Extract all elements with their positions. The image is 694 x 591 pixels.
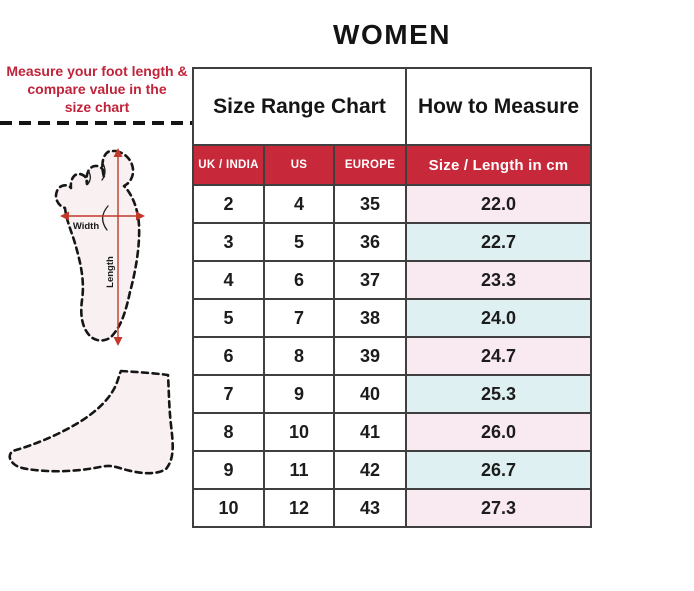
size-cell: 4 bbox=[263, 184, 335, 224]
foot-side-icon bbox=[8, 369, 174, 475]
table-row: 6 8 39 24.7 bbox=[192, 336, 592, 376]
size-cell: 42 bbox=[332, 450, 408, 490]
length-arrow-head-top bbox=[113, 148, 123, 157]
foot-sole-icon: Width Length bbox=[54, 148, 145, 346]
size-cell: 40 bbox=[332, 374, 408, 414]
length-cm-cell: 23.3 bbox=[405, 260, 592, 300]
page-title: WOMEN bbox=[333, 19, 451, 50]
table-row: 2 4 35 22.0 bbox=[192, 184, 592, 224]
length-cm-cell: 25.3 bbox=[405, 374, 592, 414]
width-arrow-head-left bbox=[60, 211, 69, 221]
column-header-europe: EUROPE bbox=[332, 144, 408, 186]
instruction-line-1: Measure your foot length & bbox=[6, 63, 188, 79]
section-header-row: Size Range Chart How to Measure bbox=[191, 67, 592, 146]
size-rows: 2 4 35 22.0 3 5 36 22.7 4 6 37 23.3 5 7 38 24.0 6 8 39 24.7… bbox=[192, 184, 592, 528]
table-row: 5 7 38 24.0 bbox=[192, 298, 592, 338]
column-header-us: US bbox=[263, 144, 335, 186]
size-cell: 5 bbox=[263, 222, 335, 262]
table-row: 10 12 43 27.3 bbox=[192, 488, 592, 528]
length-cm-cell: 26.7 bbox=[405, 450, 592, 490]
size-cell: 6 bbox=[263, 260, 335, 300]
arch-crease-line bbox=[101, 205, 109, 231]
instruction-text: Measure your foot length & compare value… bbox=[2, 62, 192, 116]
size-cell: 3 bbox=[192, 222, 265, 262]
toe-crease-line bbox=[101, 161, 106, 181]
length-cm-cell: 27.3 bbox=[405, 488, 592, 528]
size-cell: 6 bbox=[192, 336, 265, 376]
column-header-uk-india: UK / INDIA bbox=[192, 144, 265, 186]
size-cell: 36 bbox=[332, 222, 408, 262]
toe-crease-line bbox=[87, 169, 91, 185]
length-cm-cell: 24.7 bbox=[405, 336, 592, 376]
size-cell: 9 bbox=[263, 374, 335, 414]
size-cell: 8 bbox=[263, 336, 335, 376]
size-cell: 8 bbox=[192, 412, 265, 452]
instruction-line-3: size chart bbox=[64, 99, 130, 115]
width-label: Width bbox=[73, 221, 99, 232]
size-cell: 10 bbox=[263, 412, 335, 452]
size-table: Size Range Chart How to Measure UK / IND… bbox=[191, 67, 592, 528]
size-cell: 10 bbox=[192, 488, 265, 528]
size-cell: 5 bbox=[192, 298, 265, 338]
table-row: 4 6 37 23.3 bbox=[192, 260, 592, 300]
size-cell: 39 bbox=[332, 336, 408, 376]
section-header-how-to-measure: How to Measure bbox=[405, 67, 592, 146]
foot-sole-outline bbox=[54, 149, 141, 342]
size-cell: 4 bbox=[192, 260, 265, 300]
size-cell: 9 bbox=[192, 450, 265, 490]
table-row: 3 5 36 22.7 bbox=[192, 222, 592, 262]
length-cm-cell: 24.0 bbox=[405, 298, 592, 338]
dashed-divider bbox=[0, 121, 193, 125]
length-arrow-head-bottom bbox=[113, 337, 123, 346]
size-cell: 2 bbox=[192, 184, 265, 224]
column-header-row: UK / INDIA US EUROPE Size / Length in cm bbox=[192, 144, 592, 186]
length-cm-cell: 26.0 bbox=[405, 412, 592, 452]
size-cell: 11 bbox=[263, 450, 335, 490]
size-cell: 37 bbox=[332, 260, 408, 300]
size-cell: 38 bbox=[332, 298, 408, 338]
column-header-size-length-cm: Size / Length in cm bbox=[405, 144, 592, 186]
length-cm-cell: 22.0 bbox=[405, 184, 592, 224]
size-cell: 43 bbox=[332, 488, 408, 528]
foot-side-outline bbox=[8, 369, 174, 475]
length-label: Length bbox=[105, 256, 116, 288]
size-cell: 12 bbox=[263, 488, 335, 528]
table-row: 9 11 42 26.7 bbox=[192, 450, 592, 490]
size-cell: 7 bbox=[192, 374, 265, 414]
size-cell: 41 bbox=[332, 412, 408, 452]
section-header-size-range: Size Range Chart bbox=[191, 67, 408, 146]
length-cm-cell: 22.7 bbox=[405, 222, 592, 262]
size-cell: 35 bbox=[332, 184, 408, 224]
instruction-line-2: compare value in the bbox=[27, 81, 167, 97]
size-cell: 7 bbox=[263, 298, 335, 338]
table-row: 7 9 40 25.3 bbox=[192, 374, 592, 414]
table-row: 8 10 41 26.0 bbox=[192, 412, 592, 452]
width-arrow-head-right bbox=[136, 211, 145, 221]
